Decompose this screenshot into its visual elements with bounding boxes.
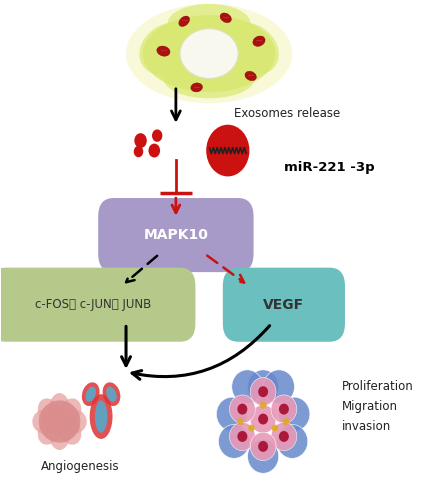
Ellipse shape <box>230 395 255 424</box>
Ellipse shape <box>271 422 297 450</box>
Ellipse shape <box>90 394 113 439</box>
Ellipse shape <box>168 4 251 43</box>
Ellipse shape <box>216 397 248 431</box>
Text: c-FOS、 c-JUN、 JUNB: c-FOS、 c-JUN、 JUNB <box>35 298 151 311</box>
Ellipse shape <box>245 72 256 80</box>
Ellipse shape <box>258 414 268 424</box>
Ellipse shape <box>276 424 308 458</box>
Ellipse shape <box>49 418 70 450</box>
Ellipse shape <box>248 370 279 404</box>
Ellipse shape <box>258 386 268 397</box>
Text: Proliferation: Proliferation <box>342 380 414 393</box>
Ellipse shape <box>82 382 100 406</box>
Ellipse shape <box>222 22 279 75</box>
Ellipse shape <box>260 402 267 408</box>
Ellipse shape <box>126 4 292 103</box>
Ellipse shape <box>86 386 96 402</box>
Ellipse shape <box>180 28 238 78</box>
Ellipse shape <box>179 16 190 26</box>
Ellipse shape <box>134 133 147 148</box>
FancyBboxPatch shape <box>0 268 195 342</box>
Text: Angiogenesis: Angiogenesis <box>41 460 120 473</box>
Ellipse shape <box>106 386 117 402</box>
Ellipse shape <box>206 124 249 176</box>
Ellipse shape <box>263 370 295 404</box>
Ellipse shape <box>57 416 81 444</box>
FancyBboxPatch shape <box>223 268 345 342</box>
Ellipse shape <box>49 393 70 426</box>
Text: Exosomes release: Exosomes release <box>234 107 340 120</box>
Ellipse shape <box>230 422 255 450</box>
Ellipse shape <box>250 432 276 460</box>
Ellipse shape <box>279 397 310 431</box>
Ellipse shape <box>95 400 108 432</box>
Ellipse shape <box>279 404 289 414</box>
Ellipse shape <box>279 431 289 442</box>
Ellipse shape <box>250 405 276 433</box>
Ellipse shape <box>271 424 278 432</box>
Text: miR-221 -3p: miR-221 -3p <box>284 162 375 174</box>
Ellipse shape <box>152 130 163 142</box>
Ellipse shape <box>220 13 231 22</box>
Text: Migration: Migration <box>342 400 398 413</box>
Ellipse shape <box>134 146 143 158</box>
Ellipse shape <box>271 395 297 424</box>
Ellipse shape <box>39 400 80 442</box>
Ellipse shape <box>143 15 276 92</box>
Ellipse shape <box>38 398 62 428</box>
Ellipse shape <box>237 404 247 414</box>
Ellipse shape <box>163 58 255 98</box>
Text: MAPK10: MAPK10 <box>144 228 208 242</box>
Ellipse shape <box>248 440 279 474</box>
Ellipse shape <box>253 36 265 46</box>
Ellipse shape <box>250 378 276 406</box>
Ellipse shape <box>218 424 250 458</box>
Ellipse shape <box>38 416 62 444</box>
Ellipse shape <box>57 398 81 428</box>
Ellipse shape <box>32 409 59 434</box>
Text: VEGF: VEGF <box>263 298 304 312</box>
FancyBboxPatch shape <box>98 198 254 272</box>
Ellipse shape <box>232 370 263 404</box>
Ellipse shape <box>60 409 87 434</box>
Ellipse shape <box>103 382 120 406</box>
Ellipse shape <box>258 441 268 452</box>
Ellipse shape <box>248 424 255 432</box>
Ellipse shape <box>148 144 160 158</box>
Ellipse shape <box>237 431 247 442</box>
Text: invasion: invasion <box>342 420 391 433</box>
Ellipse shape <box>237 418 244 425</box>
Ellipse shape <box>157 46 170 56</box>
Ellipse shape <box>191 83 203 92</box>
Ellipse shape <box>283 418 289 425</box>
Ellipse shape <box>139 22 196 75</box>
